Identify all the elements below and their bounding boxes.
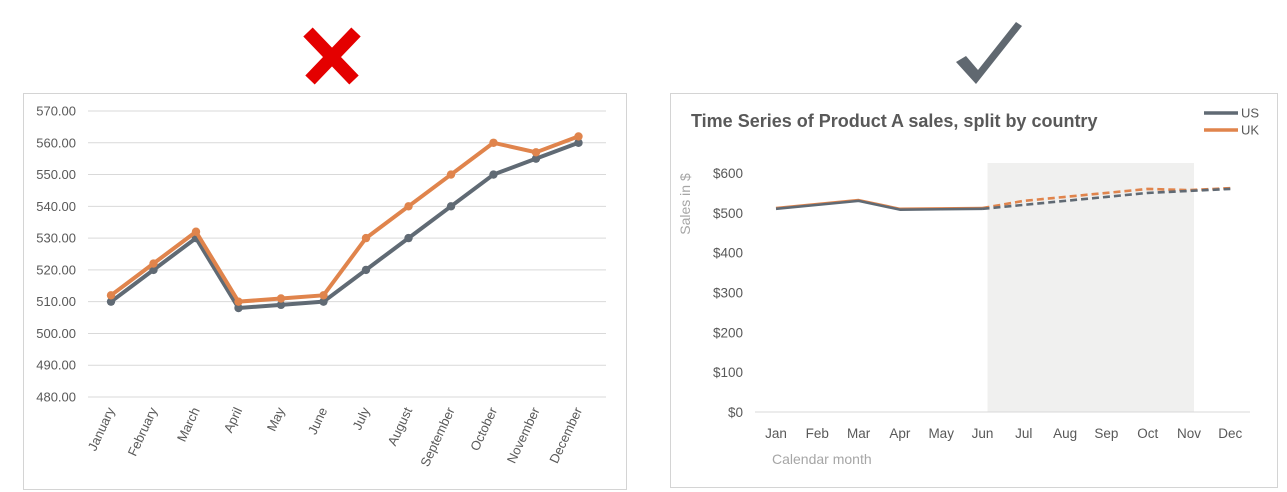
series-line-0: [109, 140, 580, 311]
x-tick-label: Apr: [889, 426, 911, 441]
x-tick-label: Jan: [765, 426, 787, 441]
data-point: [404, 202, 413, 211]
y-tick-label: $200: [713, 325, 743, 340]
series-line-forecast: [982, 187, 1231, 211]
y-tick-label: 560.00: [36, 135, 76, 150]
y-tick-label: 490.00: [36, 358, 76, 373]
data-point: [276, 294, 286, 303]
data-point: [234, 303, 243, 313]
x-tick-label: Jun: [972, 426, 994, 441]
data-point: [404, 233, 413, 243]
y-tick-label: 520.00: [36, 262, 76, 277]
data-point: [106, 291, 116, 300]
y-tick-label: 530.00: [36, 231, 76, 246]
y-axis-label: Sales in $: [677, 173, 693, 235]
series-line-forecast: [982, 186, 1231, 210]
y-tick-label: $300: [713, 286, 743, 301]
y-tick-label: $0: [728, 405, 743, 420]
y-tick-label: 480.00: [36, 390, 76, 405]
y-tick-label: $600: [713, 166, 743, 181]
data-point: [361, 233, 371, 243]
x-tick-label: Jul: [1015, 426, 1032, 441]
series-line-actual: [775, 199, 983, 211]
x-tick-label: May: [928, 426, 954, 441]
x-tick-label: Mar: [847, 426, 871, 441]
data-point: [446, 202, 456, 211]
x-tick-label: Dec: [1218, 426, 1242, 441]
chart-title: Time Series of Product A sales, split by…: [691, 111, 1097, 131]
data-point: [191, 227, 201, 236]
data-point: [446, 170, 456, 179]
data-point: [531, 154, 541, 163]
x-axis-label: Calendar month: [772, 451, 872, 467]
x-tick-label: Sep: [1094, 426, 1118, 441]
y-tick-label: $500: [713, 206, 743, 221]
x-tick-label: Nov: [1177, 426, 1201, 441]
data-point: [276, 300, 286, 310]
x-tick-label: Aug: [1053, 426, 1077, 441]
y-tick-label: 550.00: [36, 167, 76, 182]
series-line-1: [109, 134, 580, 304]
data-point: [489, 170, 498, 179]
data-point: [531, 148, 541, 157]
y-tick-label: $100: [713, 365, 743, 380]
data-point: [574, 138, 583, 147]
legend-label: UK: [1241, 123, 1259, 138]
y-tick-label: 540.00: [36, 199, 76, 214]
y-tick-label: 570.00: [36, 104, 76, 119]
data-point: [106, 297, 116, 306]
x-tick-label: Oct: [1137, 426, 1158, 441]
x-tick-label: Feb: [806, 426, 829, 441]
data-point: [489, 138, 498, 147]
y-tick-label: 510.00: [36, 294, 76, 309]
data-point: [234, 297, 243, 306]
legend-label: US: [1241, 106, 1259, 121]
data-point: [149, 259, 158, 268]
data-point: [361, 265, 371, 275]
data-point: [319, 291, 328, 300]
data-point: [149, 265, 158, 275]
data-point: [574, 132, 583, 141]
y-tick-label: 500.00: [36, 326, 76, 341]
forecast-shaded-region: [987, 163, 1194, 412]
data-point: [319, 297, 328, 306]
y-tick-label: $400: [713, 246, 743, 261]
